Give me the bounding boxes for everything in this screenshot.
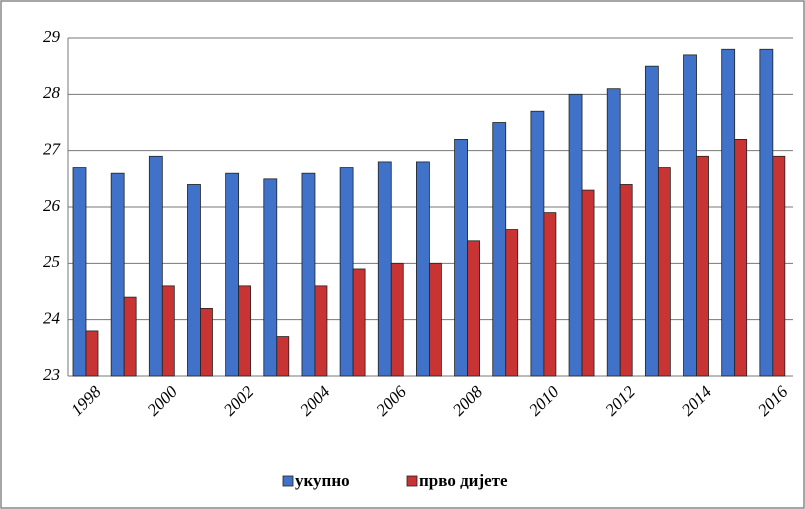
y-tick-label: 28 bbox=[43, 83, 61, 102]
bar bbox=[657, 167, 671, 377]
bar bbox=[505, 229, 519, 377]
bar bbox=[161, 285, 175, 377]
bar bbox=[772, 155, 786, 377]
bar bbox=[734, 138, 748, 377]
bar bbox=[454, 138, 468, 377]
legend-label: укупно bbox=[295, 471, 350, 490]
y-tick-label: 27 bbox=[43, 140, 62, 159]
bar bbox=[581, 189, 595, 377]
bar bbox=[377, 161, 392, 377]
bar bbox=[530, 110, 545, 377]
bar bbox=[606, 88, 621, 377]
bar bbox=[276, 336, 290, 377]
legend-swatch bbox=[282, 475, 294, 487]
y-tick-label: 26 bbox=[43, 196, 61, 215]
bar bbox=[543, 212, 557, 377]
bar bbox=[619, 184, 633, 377]
bar bbox=[390, 262, 404, 377]
bar bbox=[123, 296, 137, 377]
bar bbox=[85, 330, 99, 377]
bar bbox=[110, 172, 125, 377]
bar bbox=[339, 167, 354, 377]
bar bbox=[200, 307, 213, 377]
y-tick-label: 24 bbox=[43, 309, 61, 328]
bar bbox=[225, 172, 240, 377]
bar bbox=[416, 161, 430, 377]
legend-swatch bbox=[406, 475, 418, 487]
bar bbox=[148, 155, 163, 377]
bar bbox=[721, 48, 736, 377]
bar bbox=[644, 65, 659, 377]
bar bbox=[467, 240, 480, 377]
bar bbox=[429, 262, 442, 377]
bar bbox=[72, 167, 87, 377]
bar bbox=[238, 285, 252, 377]
legend-label: прво дијете bbox=[419, 471, 508, 490]
bar bbox=[683, 54, 697, 377]
bar bbox=[492, 122, 507, 377]
bar bbox=[263, 178, 278, 377]
bar bbox=[314, 285, 328, 377]
bar bbox=[568, 93, 583, 377]
bar bbox=[301, 172, 316, 377]
y-tick-label: 23 bbox=[43, 365, 60, 384]
bar bbox=[187, 184, 201, 377]
bar bbox=[759, 48, 774, 377]
bar bbox=[352, 268, 366, 377]
y-tick-label: 29 bbox=[43, 27, 61, 46]
y-tick-label: 25 bbox=[43, 252, 60, 271]
bar bbox=[696, 155, 709, 377]
